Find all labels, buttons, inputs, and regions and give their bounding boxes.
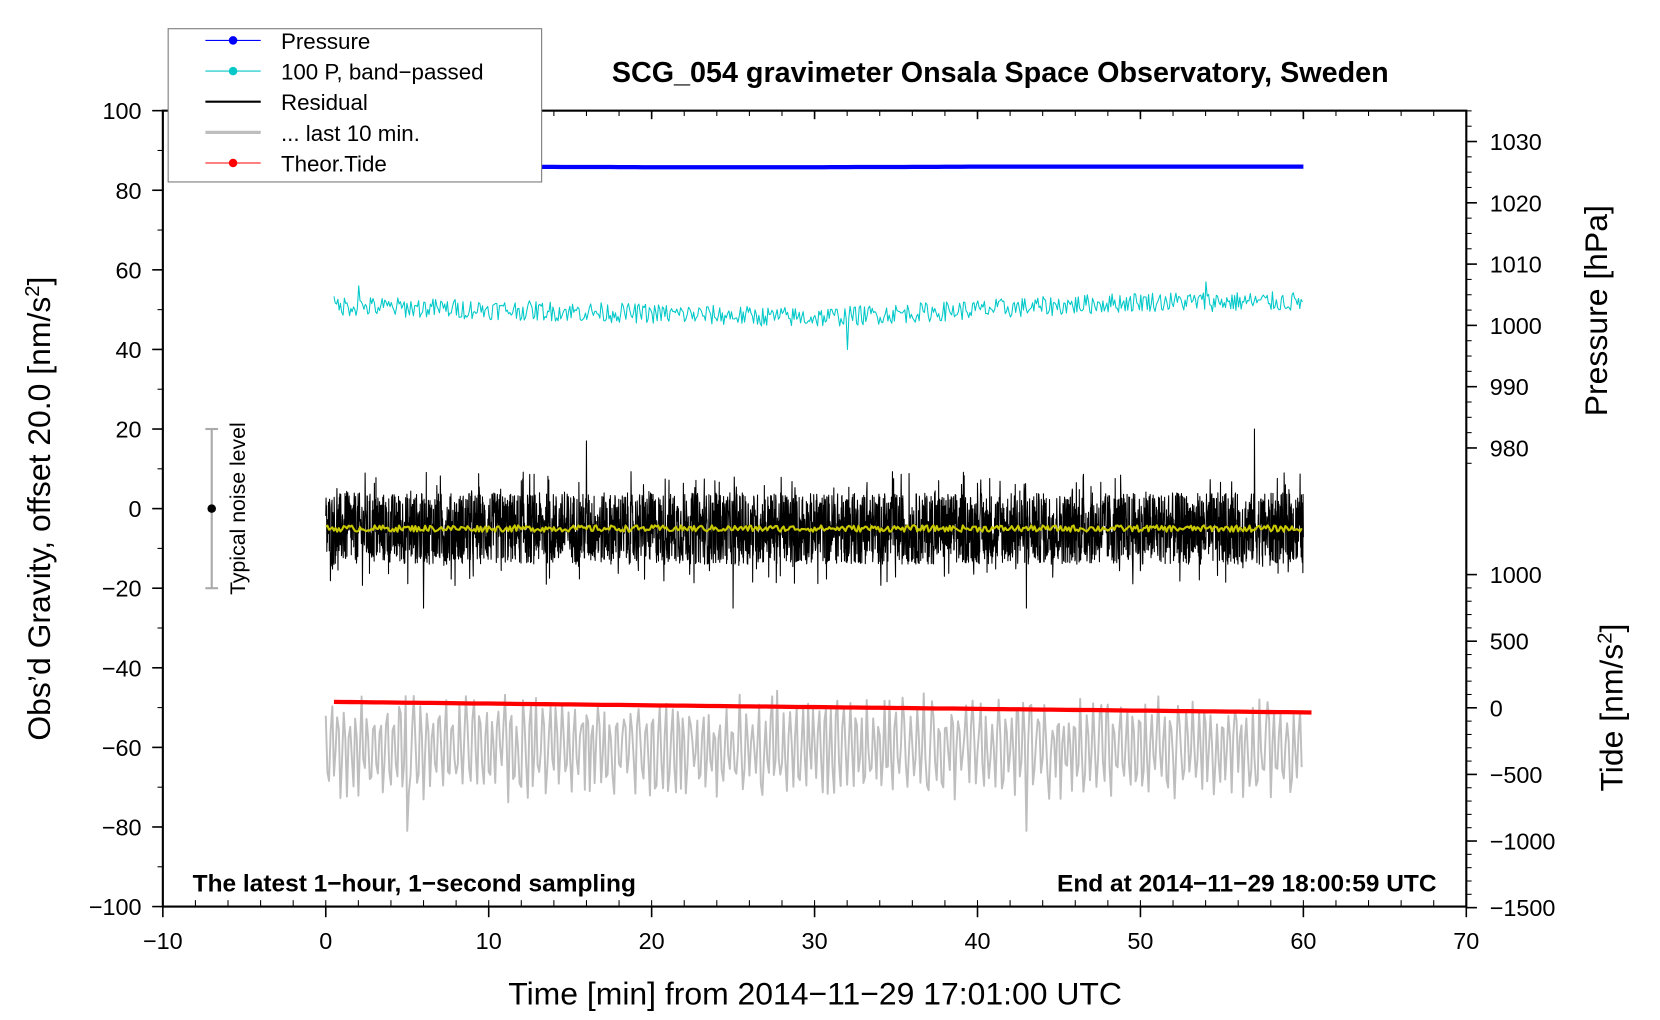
legend-item: Residual bbox=[205, 90, 368, 115]
legend: Pressure 100 P, band−passed Residual ... la… bbox=[167, 28, 543, 183]
axis-ticks: −10 0 10 20 30 40 50 60 70100806040200−20−40−60−… bbox=[89, 98, 1556, 954]
plot-lines bbox=[324, 164, 1312, 832]
legend-label: ... last 10 min. bbox=[281, 121, 420, 146]
legend-item: ... last 10 min. bbox=[205, 121, 420, 146]
x-tick-label: −10 bbox=[143, 928, 183, 954]
y-tick-label: 0 bbox=[129, 496, 142, 522]
x-tick-label: 20 bbox=[639, 928, 665, 954]
y-axis-label-tide: Tide [nm/s2] bbox=[1594, 624, 1630, 792]
noise-level-label: Typical noise level bbox=[226, 422, 250, 595]
x-tick-label: 60 bbox=[1290, 928, 1316, 954]
noise-bar-center-dot bbox=[207, 504, 216, 513]
legend-label: Theor.Tide bbox=[281, 152, 387, 177]
series-residual-smoothed bbox=[325, 524, 1303, 533]
y-tick-label: −100 bbox=[89, 894, 142, 920]
noise-level-indicator bbox=[205, 427, 219, 590]
y-tick-label: −80 bbox=[102, 814, 142, 840]
y-tick-label: 80 bbox=[116, 178, 142, 204]
x-tick-label: 50 bbox=[1127, 928, 1153, 954]
x-tick-label: 10 bbox=[476, 928, 502, 954]
x-axis-label: Time [min] from 2014−11−29 17:01:00 UTC bbox=[508, 975, 1122, 1011]
legend-marker-icon bbox=[228, 36, 238, 45]
pressure-tick-label: 1030 bbox=[1490, 129, 1542, 155]
annotation-end-time: End at 2014−11−29 18:00:59 UTC bbox=[1057, 871, 1437, 898]
y-tick-label: 20 bbox=[116, 417, 142, 443]
y-tick-label: −40 bbox=[102, 655, 142, 681]
series-last-10-min bbox=[324, 689, 1303, 832]
legend-item: Theor.Tide bbox=[205, 152, 387, 177]
pressure-tick-label: 1010 bbox=[1490, 252, 1542, 278]
legend-label: Residual bbox=[281, 90, 368, 115]
series-residual bbox=[325, 428, 1304, 609]
x-tick-label: 70 bbox=[1453, 928, 1479, 954]
legend-label: Pressure bbox=[281, 29, 370, 54]
pressure-tick-label: 1020 bbox=[1490, 190, 1542, 216]
y-tick-label: −20 bbox=[102, 576, 142, 602]
y-tick-label: 60 bbox=[116, 257, 142, 283]
legend-marker-icon bbox=[228, 158, 238, 168]
tide-tick-label: −1500 bbox=[1490, 895, 1556, 921]
series-theoretical-tide bbox=[333, 699, 1312, 715]
pressure-tick-label: 1000 bbox=[1490, 313, 1542, 339]
series-pressure-band-passed bbox=[333, 281, 1303, 350]
tide-tick-label: 0 bbox=[1490, 695, 1503, 721]
y-tick-label: −60 bbox=[102, 735, 142, 761]
y-tick-label: 40 bbox=[116, 337, 142, 363]
x-tick-label: 40 bbox=[964, 928, 990, 954]
legend-label: 100 P, band−passed bbox=[281, 60, 484, 85]
x-tick-label: 0 bbox=[319, 928, 332, 954]
legend-box bbox=[167, 28, 543, 183]
y-tick-label: 100 bbox=[103, 98, 142, 124]
tide-tick-label: −1000 bbox=[1490, 829, 1556, 855]
x-tick-label: 30 bbox=[802, 928, 828, 954]
pressure-tick-label: 990 bbox=[1490, 374, 1529, 400]
chart-title: SCG_054 gravimeter Onsala Space Observat… bbox=[612, 57, 1389, 89]
tide-tick-label: −500 bbox=[1490, 762, 1543, 788]
tide-tick-label: 500 bbox=[1490, 629, 1529, 655]
y-axis-label-pressure: Pressure [hPa] bbox=[1578, 205, 1614, 416]
pressure-tick-label: 980 bbox=[1490, 435, 1529, 461]
legend-item: Pressure bbox=[205, 29, 370, 54]
tide-tick-label: 1000 bbox=[1490, 562, 1542, 588]
y-axis-label-left: Obs’d Gravity, offset 20.0 [nm/s2] bbox=[21, 277, 57, 741]
annotation-latest-hour: The latest 1−hour, 1−second sampling bbox=[193, 871, 636, 898]
legend-marker-icon bbox=[228, 66, 238, 76]
legend-item: 100 P, band−passed bbox=[205, 60, 484, 85]
